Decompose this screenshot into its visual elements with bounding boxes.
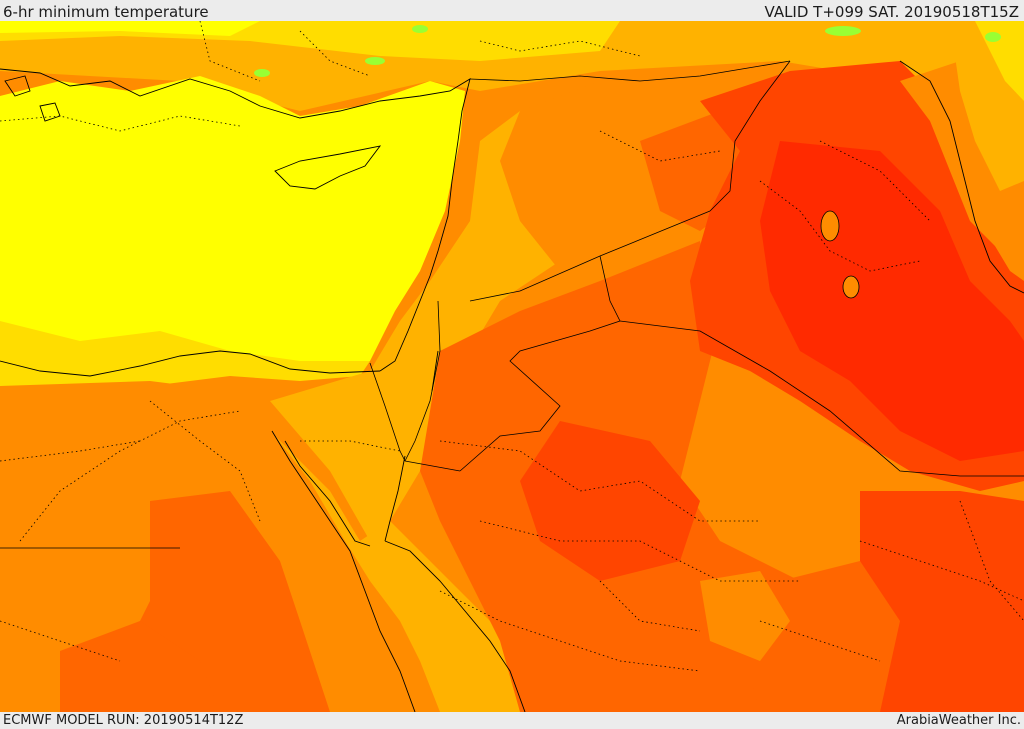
lake-razazza (842, 275, 860, 299)
valid-time: VALID T+099 SAT. 20190518T15Z (764, 3, 1019, 21)
temperature-zone-cold-speck (985, 32, 1001, 42)
temperature-zone-cold-speck (365, 57, 385, 65)
map-title: 6-hr minimum temperature (3, 3, 209, 21)
temperature-zone-saudi-hot (520, 421, 700, 581)
temperature-zone-iran-cool (975, 21, 1024, 101)
red-sea (275, 436, 530, 712)
model-run-label: ECMWF MODEL RUN: 20190514T12Z (3, 713, 244, 728)
map-canvas (0, 21, 1024, 712)
lake-tharthar (820, 210, 840, 242)
temperature-zone-sudan (60, 621, 220, 712)
temperature-zone-east-arabia (860, 491, 1024, 712)
country-borders (0, 60, 1024, 549)
temperature-zone-coast (0, 321, 370, 396)
mediterranean-sea (0, 76, 465, 376)
temperature-zone-north (0, 21, 1024, 111)
credit-label: ArabiaWeather Inc. (896, 713, 1021, 728)
temperature-zone-turkey-cool (0, 21, 260, 36)
coastlines (0, 60, 1024, 712)
admin-boundaries (0, 21, 1024, 672)
temperature-map (0, 21, 1024, 712)
temperature-zone-cold-speck (825, 26, 861, 36)
temperature-zone-cold-speck (254, 69, 270, 77)
temperature-zone-arabia-patch (700, 571, 790, 661)
map-header: 6-hr minimum temperature VALID T+099 SAT… (0, 0, 1024, 21)
temperature-zone-cold-speck (412, 25, 428, 33)
temperature-zone-east-arabia-south (740, 561, 900, 712)
map-footer: ECMWF MODEL RUN: 20190514T12Z ArabiaWeat… (0, 712, 1024, 729)
